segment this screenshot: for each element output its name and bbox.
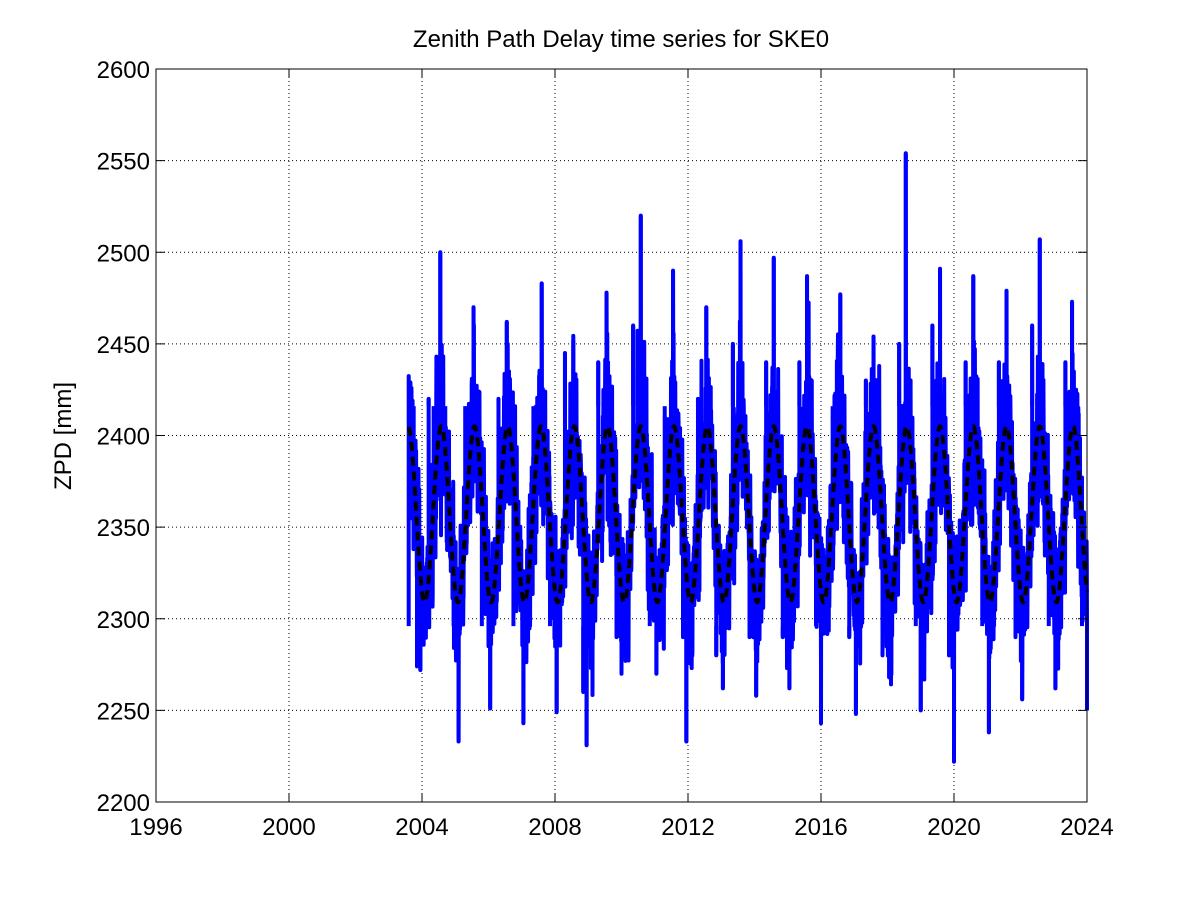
x-tick-label: 2004	[395, 814, 448, 841]
y-axis-label: ZPD [mm]	[50, 382, 77, 490]
y-tick-label: 2550	[97, 149, 150, 176]
axis-ticks: 1996 2000 2004 2008 2012 2016 2020 2024 2200 2250…	[97, 57, 1114, 841]
y-tick-label: 2400	[97, 424, 150, 451]
plot-area	[406, 151, 1089, 764]
y-tick-label: 2350	[97, 515, 150, 542]
x-tick-label: 2020	[927, 814, 980, 841]
x-tick-label: 1996	[129, 814, 182, 841]
y-tick-label: 2450	[97, 332, 150, 359]
y-tick-label: 2500	[97, 240, 150, 267]
series-line-model-fit	[406, 424, 1089, 605]
y-tick-label: 2250	[97, 698, 150, 725]
y-tick-label: 2600	[97, 57, 150, 84]
x-tick-label: 2016	[794, 814, 847, 841]
x-tick-label: 2008	[528, 814, 581, 841]
x-tick-label: 2012	[661, 814, 714, 841]
x-tick-label: 2000	[262, 814, 315, 841]
chart-title: Zenith Path Delay time series for SKE0	[413, 26, 829, 53]
y-tick-label: 2200	[97, 790, 150, 817]
y-tick-label: 2300	[97, 607, 150, 634]
x-tick-label: 2024	[1060, 814, 1113, 841]
